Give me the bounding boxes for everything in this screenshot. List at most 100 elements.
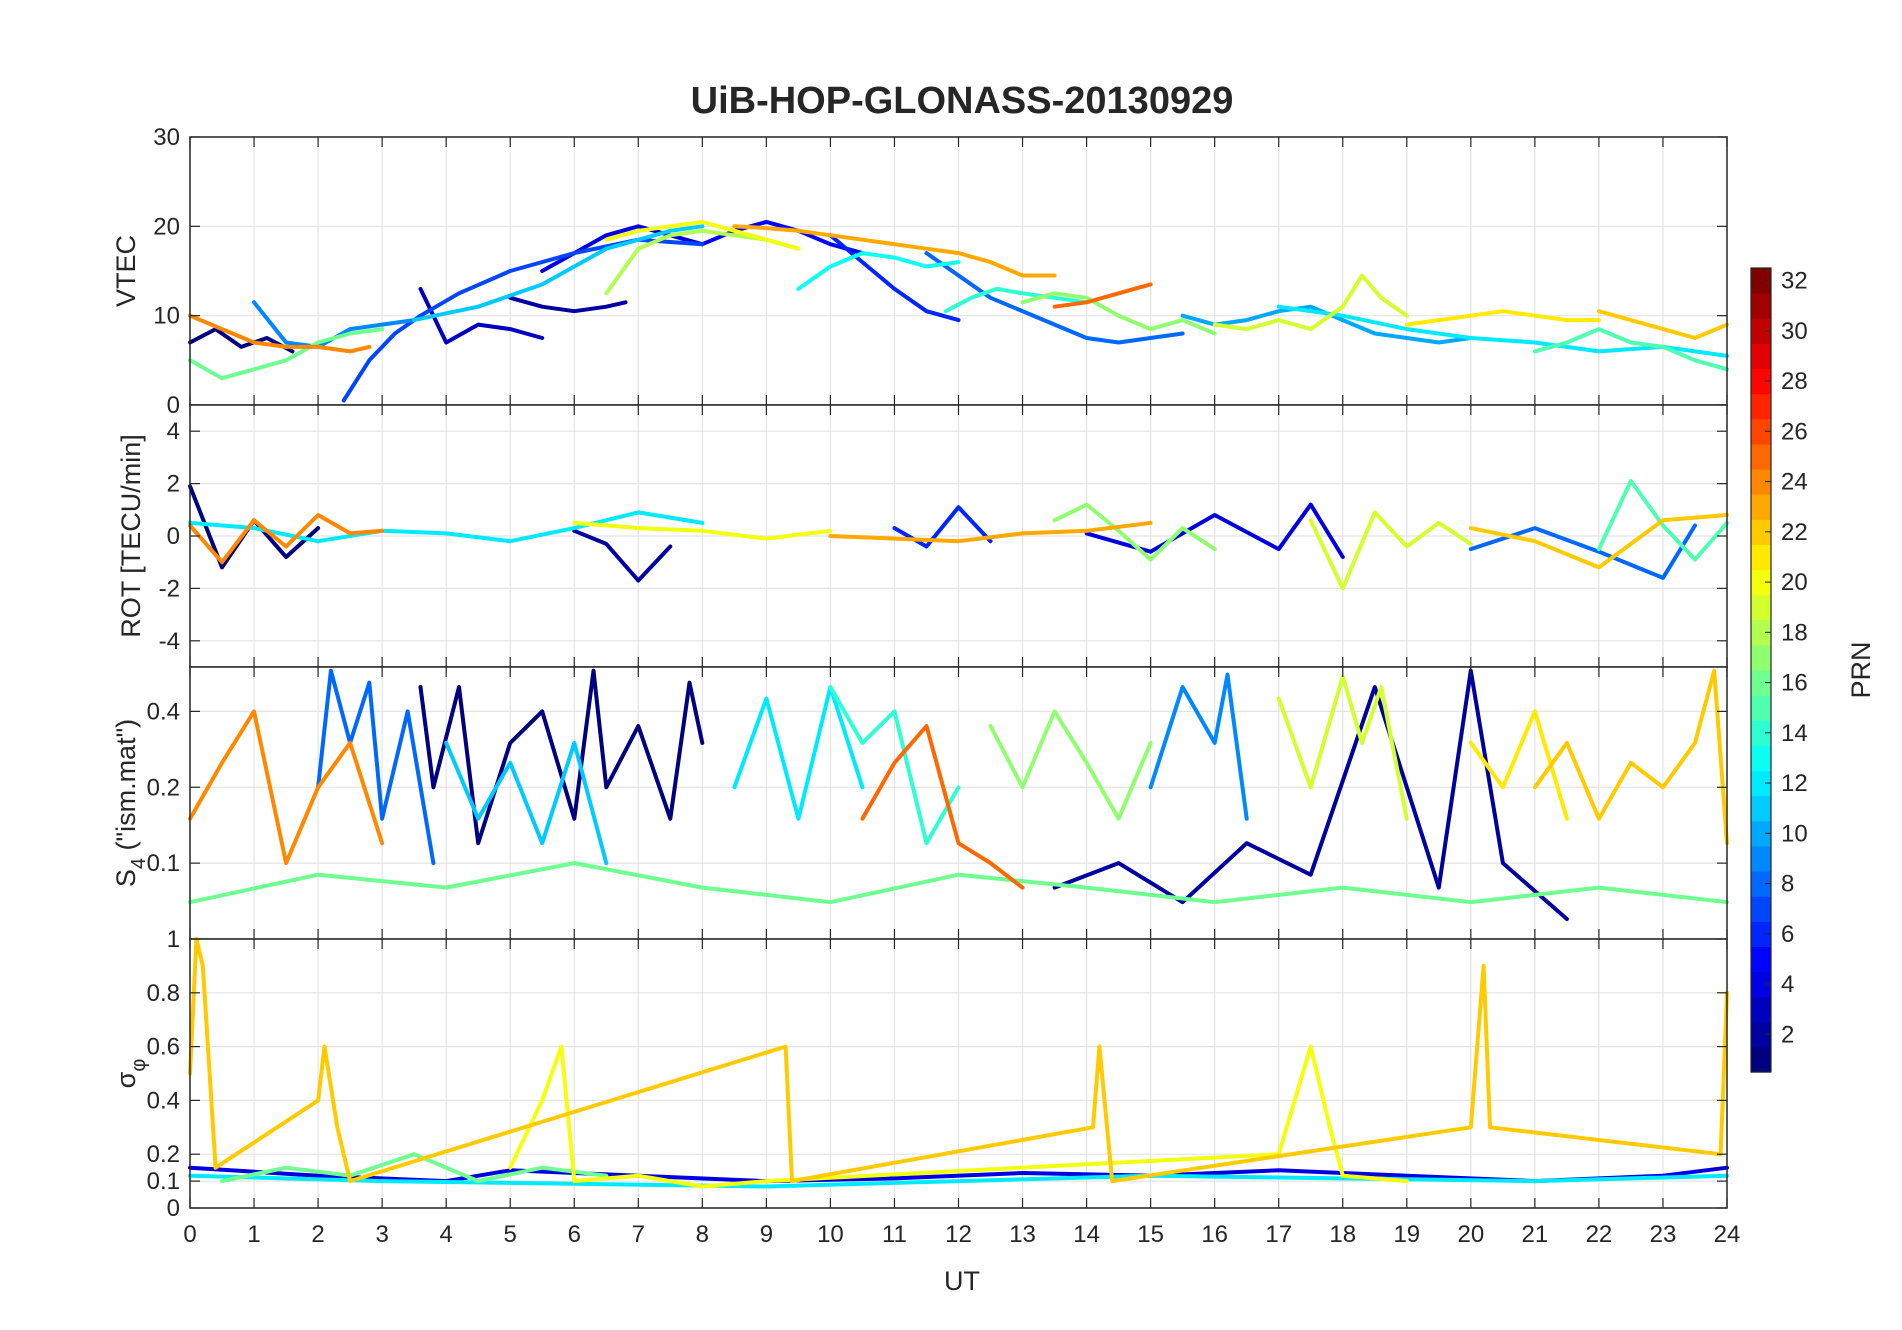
series-line-prn-24 — [188, 513, 385, 565]
y-tick-label: -2 — [159, 575, 180, 602]
series-line-prn-23 — [828, 520, 1153, 544]
series-line-prn-25 — [1052, 282, 1153, 309]
series-line-prn-20 — [572, 520, 833, 541]
series-line-prn-15 — [1596, 479, 1729, 562]
x-tick-label: 8 — [696, 1221, 709, 1248]
colorbar-swatch — [1751, 1021, 1771, 1048]
y-axis-label: VTEC — [111, 235, 141, 307]
colorbar-swatch — [1751, 921, 1771, 947]
colorbar-swatch — [1751, 594, 1771, 621]
colorbar-tick-label: 6 — [1781, 921, 1794, 948]
series-line-prn-3 — [418, 286, 545, 345]
y-tick-label: 0.4 — [147, 698, 180, 725]
series-line-prn-11 — [444, 740, 609, 866]
colorbar-tick-label: 30 — [1781, 318, 1808, 345]
x-tick-label: 15 — [1137, 1221, 1164, 1248]
series-line-prn-6 — [828, 233, 961, 323]
colorbar-tick-label: 14 — [1781, 720, 1808, 747]
series-line-prn-17 — [988, 709, 1153, 821]
colorbar-swatch — [1751, 293, 1771, 319]
series-line-prn-17 — [1020, 291, 1217, 336]
colorbar-swatch — [1751, 519, 1771, 545]
colorbar-swatch — [1751, 720, 1771, 746]
series-line-prn-24 — [188, 313, 372, 354]
series-line-prn-2 — [508, 295, 628, 314]
ticks: 0 10 20 30 — [153, 124, 1728, 419]
series-line-prn-20 — [604, 219, 801, 251]
panel-vtec: 0 10 20 30 VTEC — [111, 124, 1729, 419]
colorbar-swatch — [1751, 745, 1771, 772]
x-tick-label: 1 — [247, 1221, 260, 1248]
colorbar-swatch — [1751, 368, 1771, 395]
colorbar-tick-label: 26 — [1781, 418, 1808, 445]
colorbar-tick-label: 8 — [1781, 871, 1794, 898]
series-line-prn-19 — [1212, 273, 1409, 332]
x-tick-label: 7 — [632, 1221, 645, 1248]
colorbar-swatch — [1751, 896, 1771, 922]
series-line-prn-21 — [1404, 309, 1601, 327]
x-tick-label: 24 — [1714, 1221, 1741, 1248]
colorbar-swatch — [1751, 670, 1771, 696]
ticks: 0.1 0.2 0.4 — [147, 667, 1728, 939]
y-axis-label: ROT [TECU/min] — [116, 434, 146, 638]
colorbar-swatch — [1751, 443, 1771, 470]
x-tick-label: 17 — [1265, 1221, 1292, 1248]
x-tick-label: 10 — [817, 1221, 844, 1248]
y-tick-label: 0.6 — [147, 1034, 180, 1061]
colorbar-swatch — [1751, 1046, 1771, 1073]
x-tick-label: 4 — [439, 1221, 452, 1248]
series-line-prn-1 — [418, 668, 705, 846]
y-tick-label: 10 — [153, 303, 180, 330]
series-line-prn-23 — [732, 224, 1057, 278]
colorbar-swatch — [1751, 946, 1771, 973]
y-tick-label: -4 — [159, 628, 180, 655]
y-tick-label: 0.2 — [147, 774, 180, 801]
x-tick-label: 6 — [568, 1221, 581, 1248]
series-line-prn-13 — [796, 251, 961, 291]
series-line-prn-22 — [1532, 668, 1729, 846]
series-line-prn-19 — [1276, 674, 1409, 821]
x-tick-label: 22 — [1586, 1221, 1613, 1248]
series-group — [188, 479, 1729, 591]
series-line-prn-24 — [188, 709, 385, 866]
colorbar-tick-label: 10 — [1781, 820, 1808, 847]
series-line-prn-20 — [508, 1044, 1409, 1189]
series-line-prn-22 — [188, 937, 1729, 1184]
colorbar-tick-label: 18 — [1781, 619, 1808, 646]
colorbar-swatch — [1751, 544, 1771, 571]
series-line-prn-15 — [1532, 327, 1729, 372]
series-line-prn-12 — [732, 685, 865, 821]
colorbar-swatch — [1751, 871, 1771, 897]
y-tick-label: 0.2 — [147, 1141, 180, 1168]
colorbar-swatch — [1751, 996, 1771, 1023]
series-group — [188, 668, 1729, 921]
x-tick-label: 13 — [1009, 1221, 1036, 1248]
colorbar-swatch — [1751, 569, 1771, 596]
x-tick-label: 11 — [882, 1221, 907, 1248]
colorbar-swatch — [1751, 845, 1771, 872]
panel-sigma-phi: 00.10.20.40.60.810 1 2 3 4 5 6 7 8 9 10 11 12 13 14 15 1… — [111, 926, 1740, 1248]
x-tick-label: 5 — [504, 1221, 517, 1248]
series-line-prn-19 — [1308, 510, 1473, 591]
x-tick-label: 23 — [1650, 1221, 1677, 1248]
colorbar-label: PRN — [1846, 641, 1876, 698]
y-tick-label: 20 — [153, 213, 180, 240]
colorbar-tick-label: 28 — [1781, 368, 1808, 395]
series-line-prn-11 — [412, 224, 705, 323]
series-line-prn-17 — [1052, 502, 1217, 562]
y-tick-label: 0 — [167, 523, 180, 550]
colorbar-tick-label: 22 — [1781, 519, 1808, 546]
colorbar-swatch — [1751, 644, 1771, 671]
ticks: 00.10.20.40.60.810 1 2 3 4 5 6 7 8 9 10 11 12 13 14 15 1… — [147, 926, 1741, 1248]
series-group — [188, 937, 1729, 1189]
y-tick-label: 4 — [167, 418, 180, 445]
series-line-prn-22 — [1468, 513, 1729, 570]
y-axis-label: S4 ("ism.mat") — [111, 719, 150, 887]
colorbar-swatch — [1751, 971, 1771, 998]
series-line-prn-8 — [924, 251, 1185, 345]
x-tick-label: 18 — [1329, 1221, 1356, 1248]
x-tick-label: 2 — [311, 1221, 324, 1248]
series-line-prn-12 — [1276, 304, 1729, 358]
